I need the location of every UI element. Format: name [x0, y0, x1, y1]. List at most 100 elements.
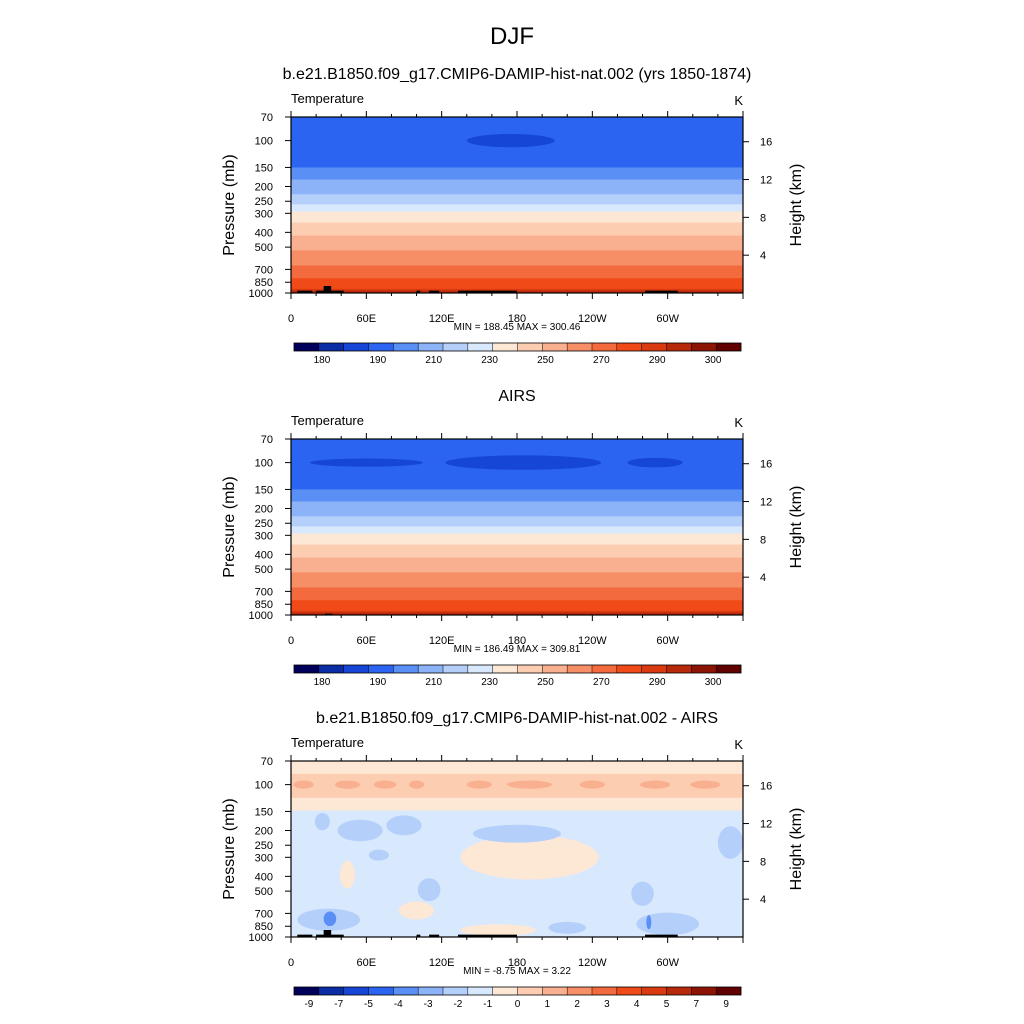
colorbar-label: 1: [545, 999, 551, 1010]
contour-blob: [506, 780, 553, 789]
colorbar-swatch: [492, 343, 518, 351]
terrain: [316, 290, 344, 293]
colorbar-swatch: [542, 343, 568, 351]
colorbar-swatch: [294, 987, 320, 995]
colorbar-label: 3: [604, 999, 610, 1010]
panel-model: b.e21.B1850.f09_g17.CMIP6-DAMIP-hist-nat…: [221, 66, 805, 366]
contour-band: [291, 250, 743, 267]
colorbar-swatch: [393, 987, 419, 995]
colorbar-swatch: [641, 343, 667, 351]
colorbar-swatch: [343, 665, 369, 673]
colorbar-swatch: [318, 665, 344, 673]
y-tick-label: 500: [255, 242, 273, 254]
variable-label: Temperature: [291, 413, 364, 428]
contour-band: [291, 489, 743, 503]
contour-blob: [690, 780, 721, 789]
y-tick-label: 70: [261, 756, 273, 768]
contour-blob: [339, 860, 356, 889]
x-tick-label: 120W: [578, 635, 607, 647]
y-tick-label: 300: [255, 852, 273, 864]
panel-difference: b.e21.B1850.f09_g17.CMIP6-DAMIP-hist-nat…: [221, 710, 805, 1010]
colorbar-swatch: [492, 987, 518, 995]
colorbar-swatch: [517, 665, 543, 673]
contour-blob: [636, 912, 700, 936]
y-tick-label: 700: [255, 908, 273, 920]
y-tick-label: 500: [255, 886, 273, 898]
contour-band: [291, 194, 743, 205]
x-tick-label: 120W: [578, 957, 607, 969]
colorbar-swatch: [318, 343, 344, 351]
y-tick-label: 200: [255, 181, 273, 193]
colorbar-swatch: [467, 343, 493, 351]
x-tick-label: 120E: [429, 957, 455, 969]
colorbar-swatch: [616, 987, 642, 995]
colorbar-swatch: [592, 665, 618, 673]
variable-label: Temperature: [291, 91, 364, 106]
colorbar-label: 250: [537, 355, 554, 366]
x-tick-label: 120E: [429, 313, 455, 325]
y-tick-label: 500: [255, 564, 273, 576]
colorbar-swatch: [542, 987, 568, 995]
terrain: [324, 613, 333, 615]
y-tick-label: 850: [255, 277, 273, 289]
y-tick-label-right: 8: [760, 534, 766, 546]
colorbar-label: 9: [723, 999, 729, 1010]
colorbar-label: 230: [481, 355, 498, 366]
panel-title: b.e21.B1850.f09_g17.CMIP6-DAMIP-hist-nat…: [283, 66, 752, 83]
y-tick-label: 700: [255, 264, 273, 276]
colorbar-label: 180: [314, 677, 331, 688]
colorbar-label: 180: [314, 355, 331, 366]
y-tick-label: 700: [255, 586, 273, 598]
colorbar-swatch: [691, 987, 717, 995]
colorbar-swatch: [716, 343, 742, 351]
contour-band: [291, 235, 743, 251]
x-tick-label: 0: [288, 957, 294, 969]
y-axis-title: Pressure (mb): [221, 154, 238, 255]
colorbar-swatch: [368, 665, 394, 673]
terrain: [457, 290, 517, 293]
colorbar-label: -3: [424, 999, 433, 1010]
figure-title: DJF: [490, 23, 534, 50]
y-tick-label: 1000: [249, 932, 273, 944]
colorbar-swatch: [393, 343, 419, 351]
colorbar-swatch: [418, 987, 444, 995]
y-tick-label-right: 12: [760, 175, 772, 187]
contour-blob: [309, 458, 423, 467]
colorbar-swatch: [294, 343, 320, 351]
contour-blob: [548, 921, 587, 934]
x-tick-label: 180: [508, 957, 526, 969]
contour-band: [291, 761, 743, 775]
colorbar-swatch: [666, 343, 692, 351]
y-tick-label: 250: [255, 518, 273, 530]
contour-blob: [466, 780, 492, 789]
y-tick-label: 150: [255, 484, 273, 496]
terrain: [457, 934, 517, 937]
y-tick-label: 250: [255, 196, 273, 208]
contour-band: [291, 278, 743, 290]
colorbar-swatch: [666, 987, 692, 995]
colorbar-swatch: [567, 987, 593, 995]
contour-blob: [386, 815, 422, 836]
colorbar-label: 5: [664, 999, 670, 1010]
contour-band: [291, 501, 743, 517]
y-tick-label: 1000: [249, 610, 273, 622]
contour-blob: [323, 911, 337, 927]
terrain: [323, 286, 332, 293]
colorbar-swatch: [318, 987, 344, 995]
contour-band: [291, 211, 743, 224]
y-tick-label: 100: [255, 780, 273, 792]
y-tick-label-right: 4: [760, 894, 766, 906]
colorbar-swatch: [443, 665, 469, 673]
terrain: [316, 934, 344, 937]
colorbar-swatch: [343, 343, 369, 351]
colorbar-label: 210: [425, 677, 442, 688]
contour-band: [291, 797, 743, 812]
colorbar-label: -9: [304, 999, 313, 1010]
y-tick-label: 400: [255, 549, 273, 561]
contour-band: [291, 533, 743, 546]
colorbar-label: 0: [515, 999, 521, 1010]
contour-band: [291, 179, 743, 195]
colorbar-swatch: [294, 665, 320, 673]
x-tick-label: 120W: [578, 313, 607, 325]
colorbar-label: -2: [453, 999, 462, 1010]
